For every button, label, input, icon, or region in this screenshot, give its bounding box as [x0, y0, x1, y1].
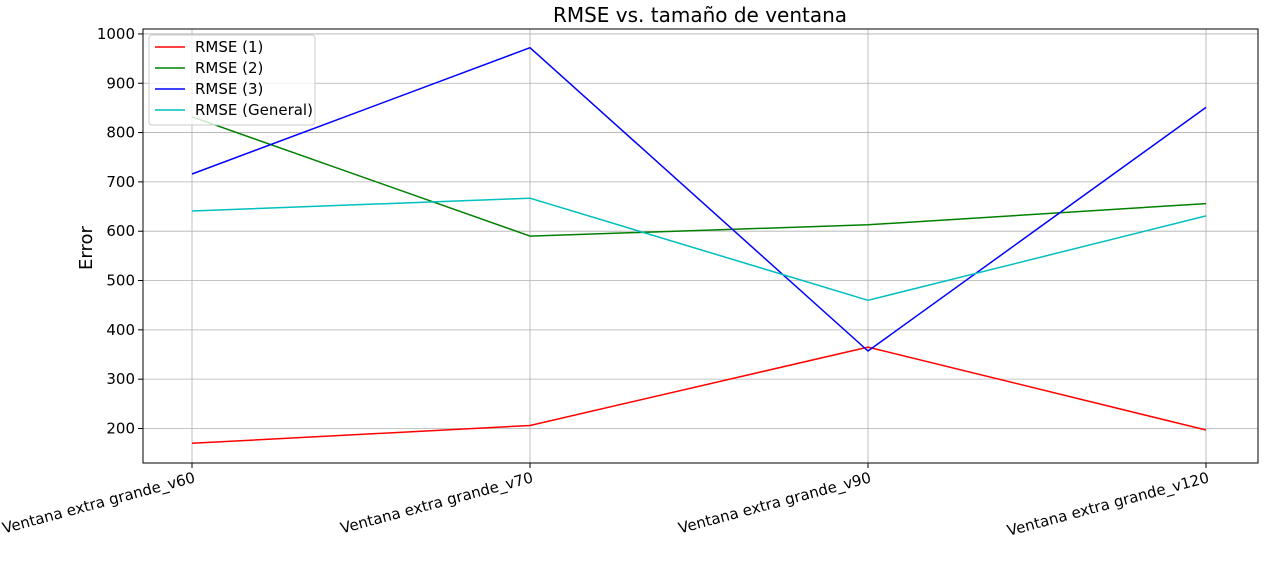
y-tick-label: 500: [106, 272, 135, 290]
y-axis-label: Error: [76, 225, 97, 269]
x-tick-label: Ventana extra grande_v90: [676, 468, 873, 538]
legend-label: RMSE (General): [195, 101, 313, 119]
y-tick-label: 400: [106, 321, 135, 339]
series-line-1: [191, 346, 1207, 445]
legend-label: RMSE (2): [195, 59, 263, 77]
x-tick-label: Ventana extra grande_v70: [338, 468, 535, 538]
legend-label: RMSE (1): [195, 38, 263, 56]
grid-lines: [143, 29, 1258, 463]
y-tick-label: 200: [106, 419, 135, 437]
legend-label: RMSE (3): [195, 80, 263, 98]
series-line-4: [191, 197, 1207, 302]
y-tick-label: 1000: [97, 25, 135, 43]
y-tick-label: 700: [106, 173, 135, 191]
y-tick-label: 800: [106, 124, 135, 142]
x-tick-label: Ventana extra grande_v120: [1005, 468, 1211, 540]
legend: RMSE (1) RMSE (2) RMSE (3) RMSE (General): [148, 34, 316, 126]
chart-title: RMSE vs. tamaño de ventana: [553, 3, 847, 27]
series-lines: [191, 46, 1207, 445]
x-tick-label: Ventana extra grande_v60: [0, 468, 197, 538]
y-tick-label: 300: [106, 370, 135, 388]
y-tick-label: 900: [106, 74, 135, 92]
plot-frame: [142, 28, 1259, 464]
series-line-2: [191, 116, 1207, 237]
series-line-3: [191, 46, 1207, 352]
legend-box: [148, 34, 316, 126]
y-tick-label: 600: [106, 222, 135, 240]
